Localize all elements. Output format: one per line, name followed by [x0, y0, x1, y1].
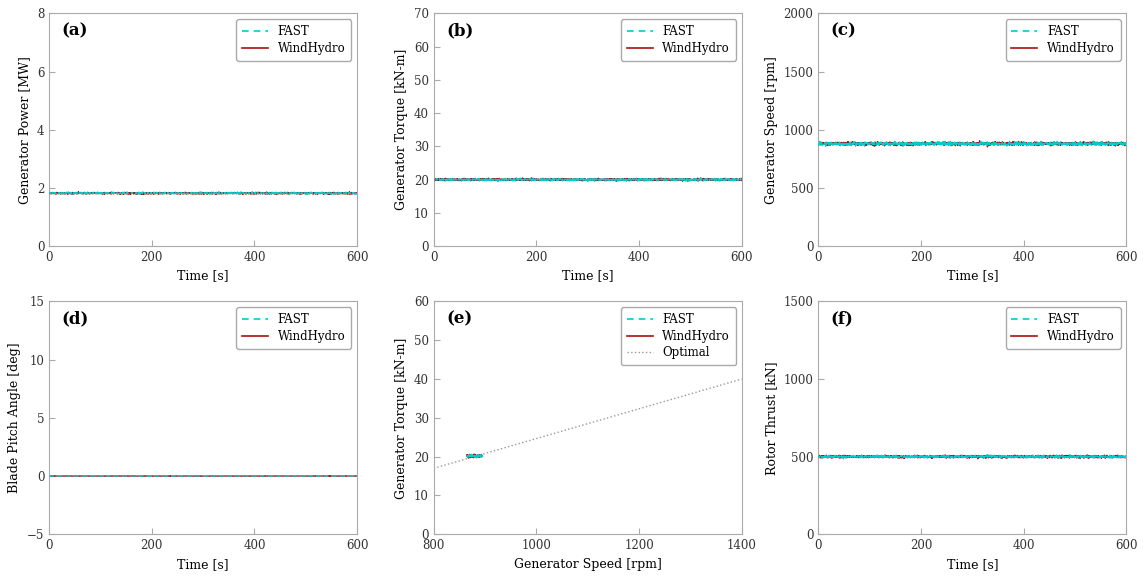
Legend: FAST, WindHydro: FAST, WindHydro [236, 307, 352, 349]
X-axis label: Time [s]: Time [s] [178, 270, 229, 283]
Legend: FAST, WindHydro: FAST, WindHydro [236, 19, 352, 61]
Y-axis label: Generator Torque [kN-m]: Generator Torque [kN-m] [395, 49, 408, 210]
Text: (c): (c) [831, 23, 856, 39]
X-axis label: Time [s]: Time [s] [178, 558, 229, 571]
X-axis label: Time [s]: Time [s] [562, 270, 613, 283]
Text: (d): (d) [62, 311, 89, 328]
Y-axis label: Blade Pitch Angle [deg]: Blade Pitch Angle [deg] [8, 343, 22, 493]
Legend: FAST, WindHydro: FAST, WindHydro [1005, 307, 1121, 349]
Y-axis label: Generator Speed [rpm]: Generator Speed [rpm] [766, 56, 778, 204]
X-axis label: Time [s]: Time [s] [947, 270, 998, 283]
X-axis label: Generator Speed [rpm]: Generator Speed [rpm] [513, 558, 661, 571]
Text: (f): (f) [831, 311, 854, 328]
X-axis label: Time [s]: Time [s] [947, 558, 998, 571]
Y-axis label: Generator Power [MW]: Generator Power [MW] [18, 56, 31, 204]
Text: (b): (b) [446, 23, 473, 39]
Y-axis label: Rotor Thrust [kN]: Rotor Thrust [kN] [766, 361, 778, 475]
Y-axis label: Generator Torque [kN-m]: Generator Torque [kN-m] [395, 337, 408, 499]
Legend: FAST, WindHydro: FAST, WindHydro [621, 19, 736, 61]
Legend: FAST, WindHydro: FAST, WindHydro [1005, 19, 1121, 61]
Text: (e): (e) [446, 311, 472, 328]
Text: (a): (a) [62, 23, 88, 39]
Legend: FAST, WindHydro, Optimal: FAST, WindHydro, Optimal [621, 307, 736, 365]
